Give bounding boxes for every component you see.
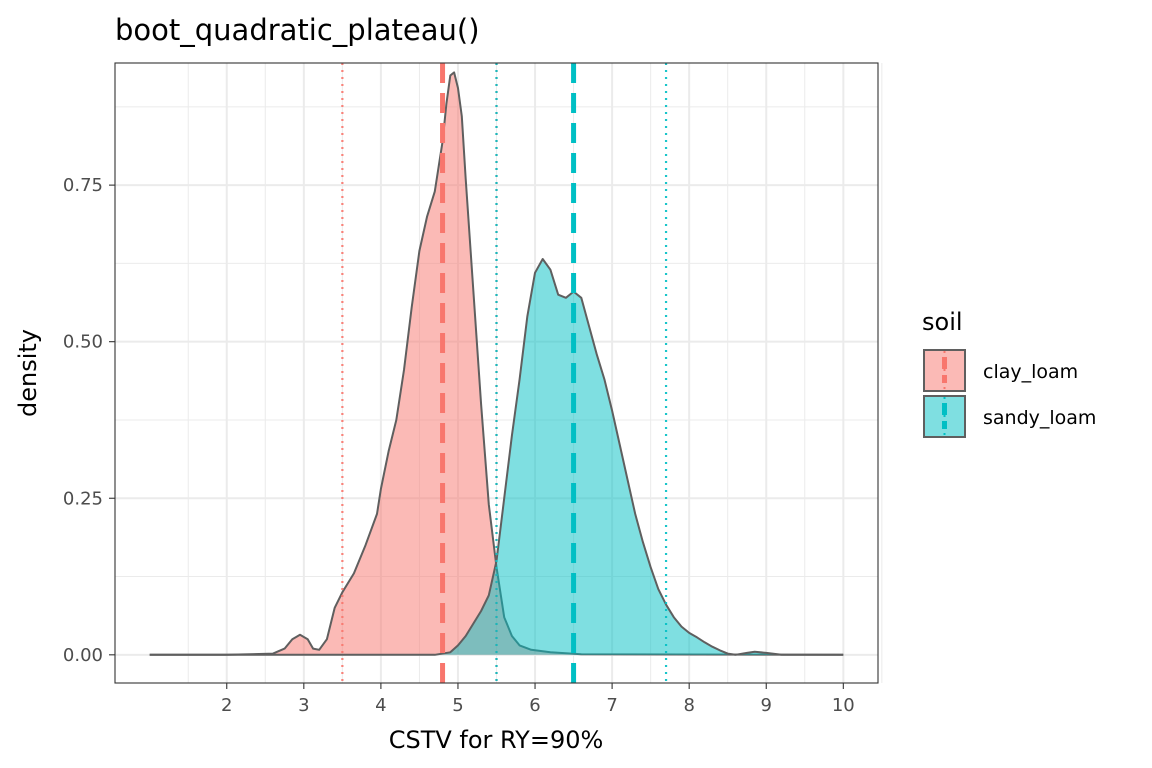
y-axis-ticks: 0.00 0.25 0.50 0.75 [63, 175, 115, 666]
x-tick-label: 5 [452, 695, 463, 716]
x-axis-ticks: 2 3 4 5 6 7 8 9 10 [221, 683, 855, 716]
legend-title: soil [922, 308, 963, 336]
reference-lines [341, 63, 668, 683]
y-tick-label: 0.00 [63, 645, 103, 666]
legend: soil clay_loam sandy_loam [922, 308, 1096, 438]
y-axis-title: density [14, 329, 42, 417]
x-tick-label: 7 [606, 695, 617, 716]
x-tick-label: 3 [298, 695, 309, 716]
x-tick-label: 4 [375, 695, 386, 716]
chart-title: boot_quadratic_plateau() [115, 13, 480, 47]
y-tick-label: 0.50 [63, 332, 103, 353]
y-tick-label: 0.25 [63, 488, 103, 509]
x-tick-label: 9 [761, 695, 772, 716]
x-tick-label: 8 [683, 695, 694, 716]
legend-item-sandy_loam: sandy_loam [923, 395, 1096, 438]
x-tick-label: 10 [832, 695, 855, 716]
y-tick-label: 0.75 [63, 175, 103, 196]
legend-label: clay_loam [983, 361, 1078, 383]
x-axis-title: CSTV for RY=90% [389, 726, 604, 754]
panel-border [114, 62, 879, 684]
x-tick-label: 2 [221, 695, 232, 716]
legend-item-clay_loam: clay_loam [923, 349, 1078, 392]
legend-label: sandy_loam [983, 407, 1096, 429]
x-tick-label: 6 [529, 695, 540, 716]
density-outline-sandy_loam [149, 258, 844, 656]
